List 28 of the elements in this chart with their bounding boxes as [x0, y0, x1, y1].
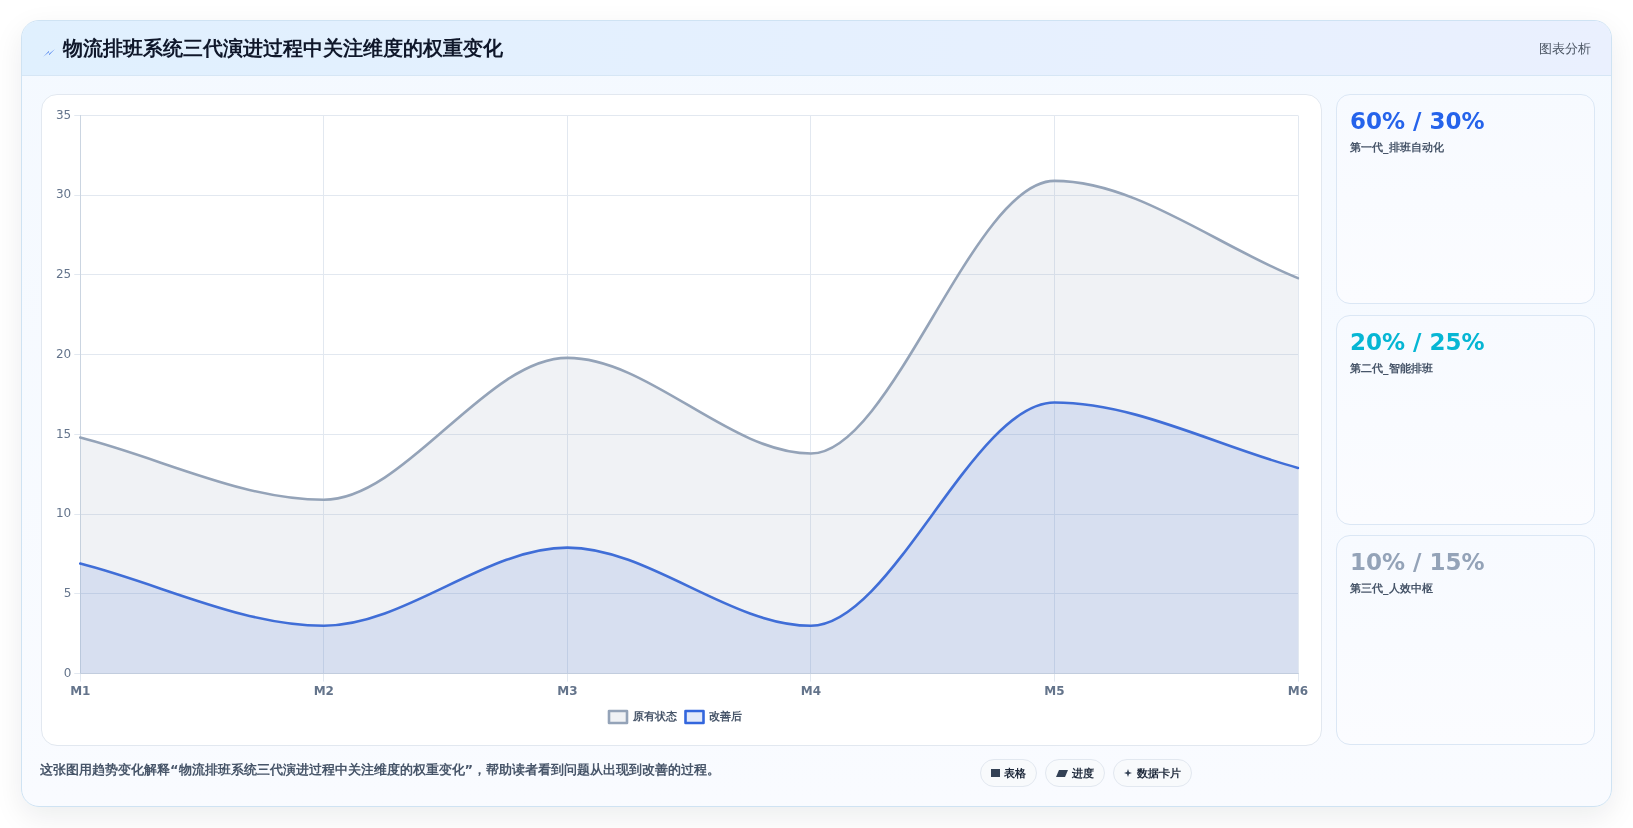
- text: 数据卡片: [1137, 765, 1181, 781]
- x-tick-label: M4: [800, 683, 822, 698]
- text: 图表分析: [1539, 40, 1591, 58]
- y-tick-label: 35: [55, 107, 72, 122]
- y-tick-label: 15: [55, 426, 72, 441]
- text: 第一代_排班自动化: [1350, 140, 1444, 156]
- x-tick-label: M2: [313, 683, 334, 698]
- text: 20% / 25%: [1350, 327, 1485, 357]
- chart-title: 物流排班系统三代演进过程中关注维度的权重变化: [63, 35, 503, 61]
- y-tick-label: 10: [55, 506, 72, 521]
- text: 这张图用趋势变化解释“物流排班系统三代演进过程中关注维度的权重变化”，帮助读者看到问题从出现到改善的过程。: [40, 761, 721, 779]
- y-tick-label: 30: [55, 187, 72, 202]
- text: 进度: [1072, 765, 1094, 781]
- x-tick-label: M5: [1044, 683, 1065, 698]
- y-tick-label: 20: [55, 346, 72, 361]
- x-tick-label: M6: [1287, 683, 1309, 698]
- x-tick-label: M1: [70, 683, 91, 698]
- y-tick-label: 0: [63, 665, 72, 680]
- legend-label: 原有状态: [631, 709, 678, 723]
- x-tick-label: M3: [557, 683, 578, 698]
- y-tick-label: 25: [55, 267, 72, 282]
- text: 表格: [1004, 765, 1026, 781]
- legend-label: 改善后: [709, 709, 742, 723]
- text: 第三代_人效中枢: [1350, 581, 1433, 597]
- text: 60% / 30%: [1350, 107, 1485, 136]
- y-tick-label: 5: [63, 586, 72, 600]
- text: 第二代_智能排班: [1350, 360, 1433, 377]
- text: 10% / 15%: [1350, 548, 1485, 577]
